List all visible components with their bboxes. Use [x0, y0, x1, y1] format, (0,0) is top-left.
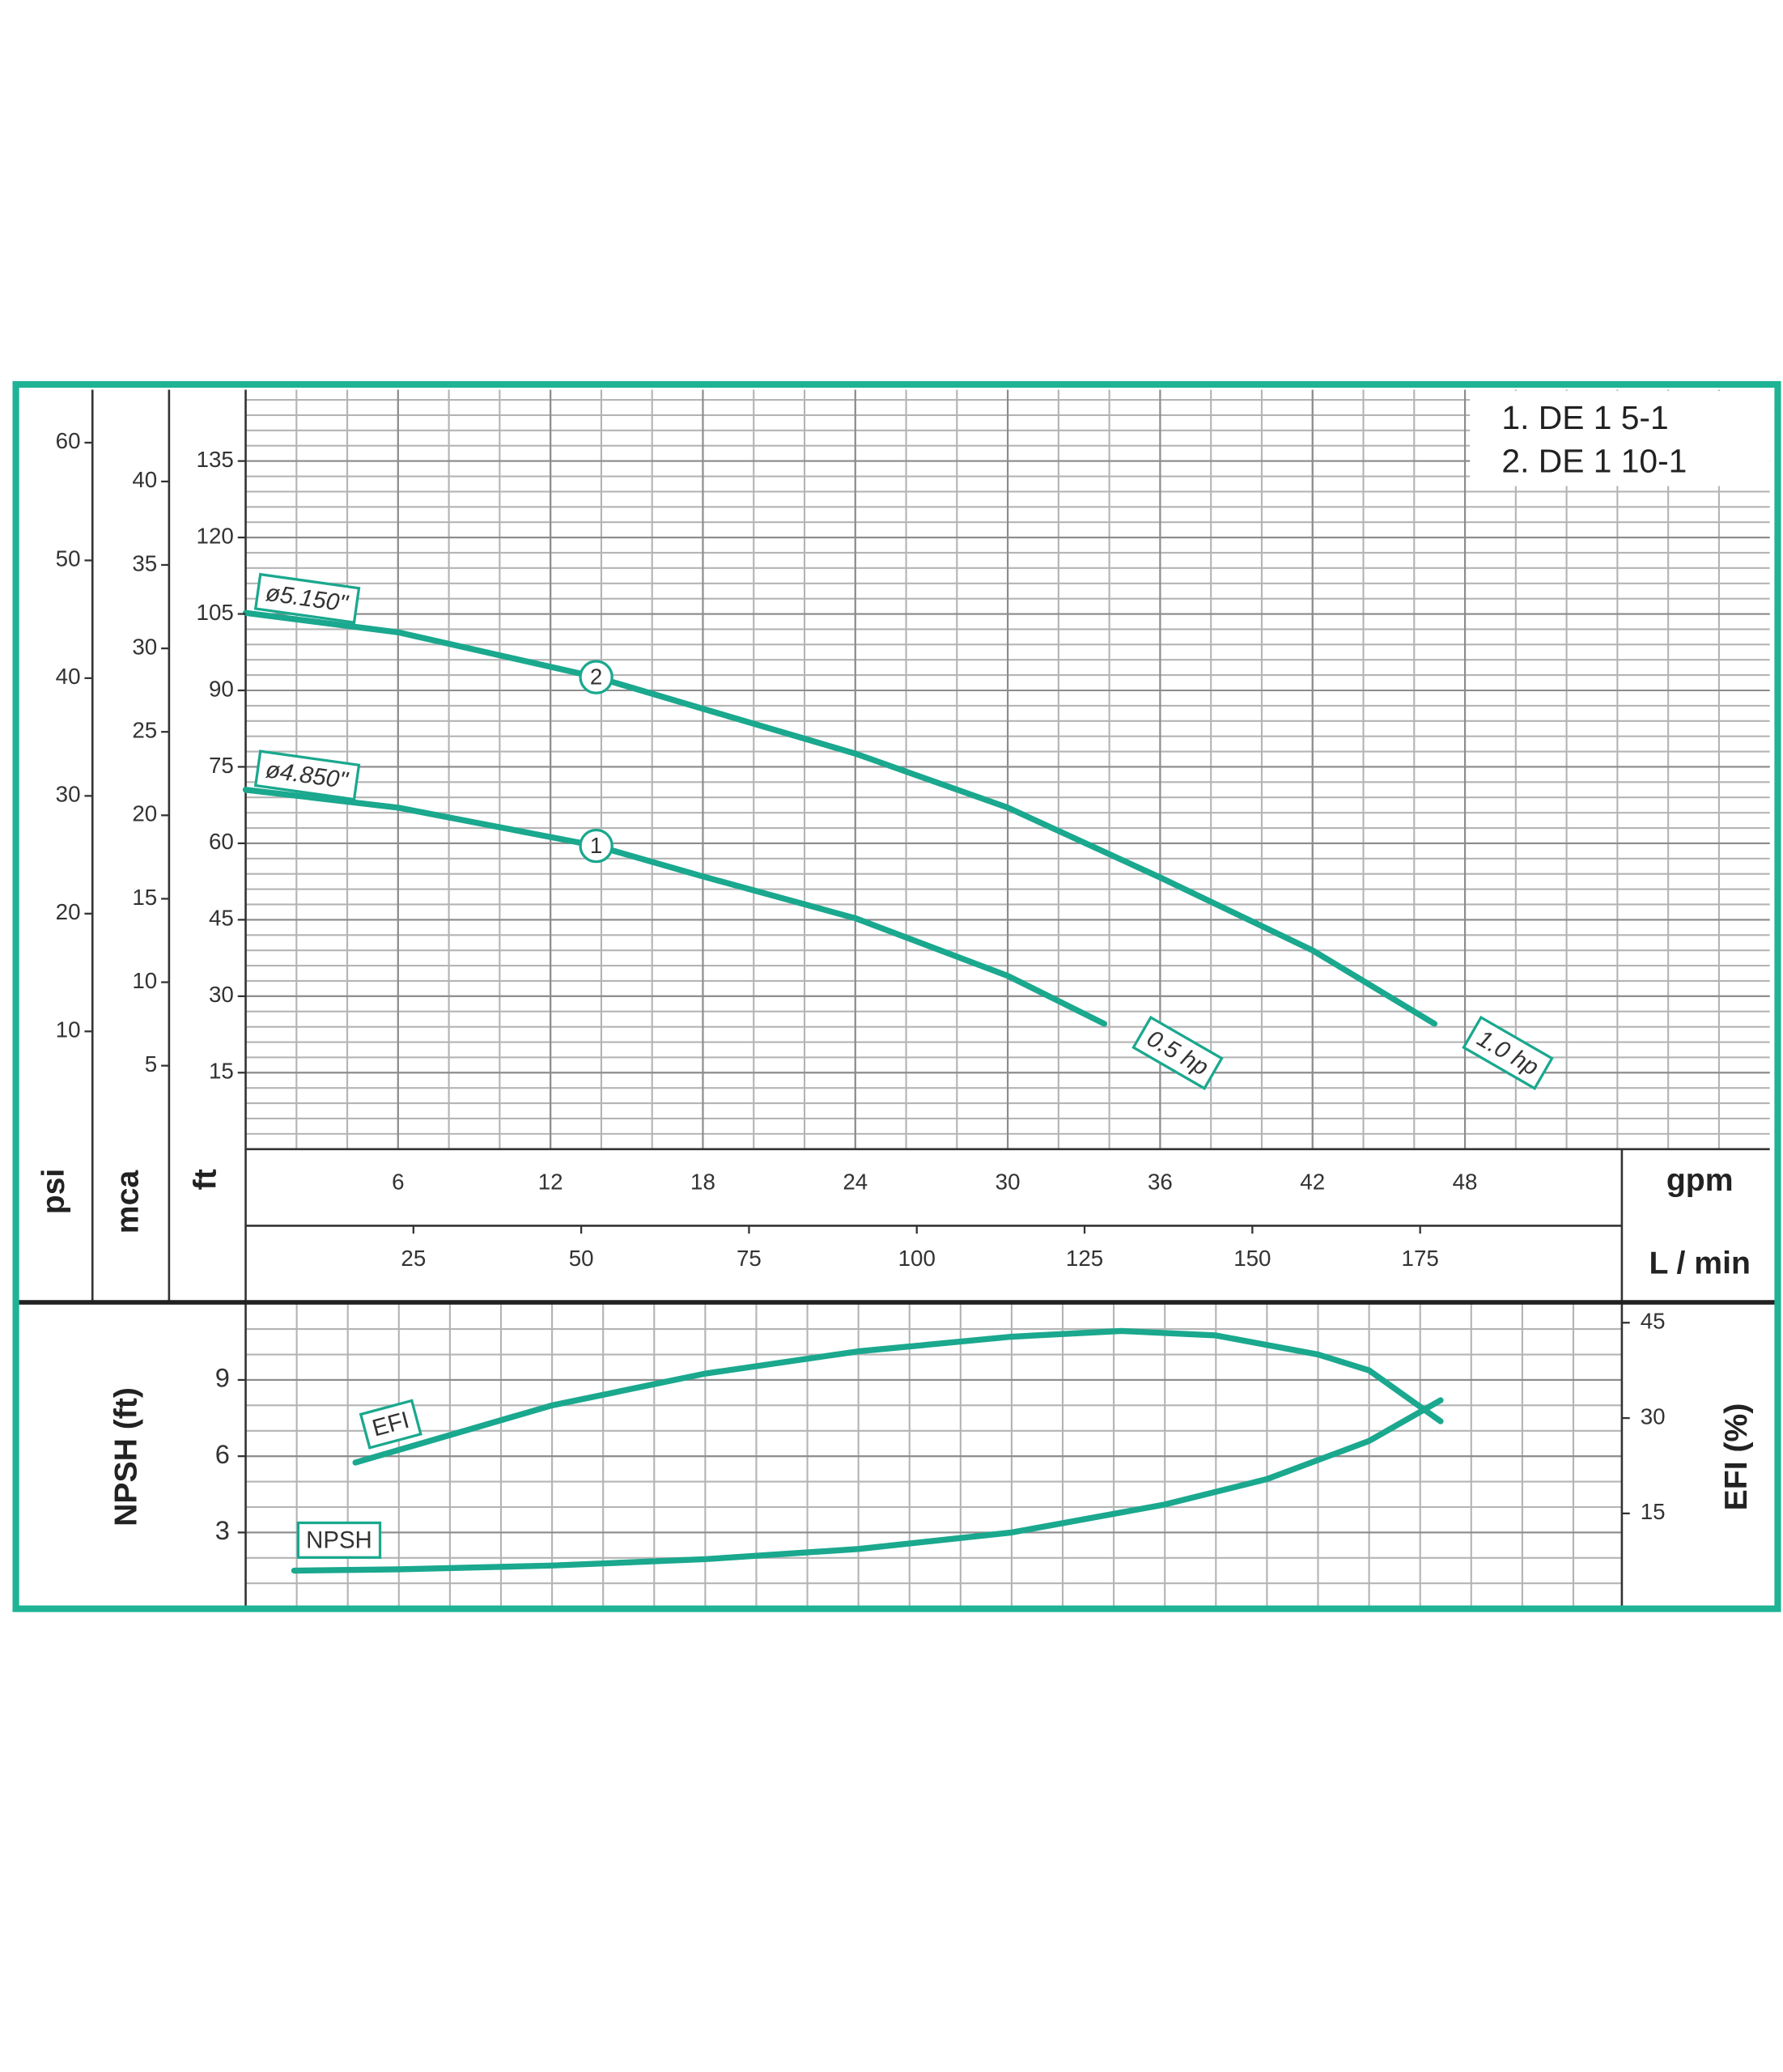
- curve: [242, 609, 1438, 1027]
- mca-tick-label: 35: [132, 550, 157, 575]
- x-axis-title: gpm: [1666, 1163, 1734, 1198]
- curve-marker: [579, 660, 613, 694]
- x2-tick-label: 25: [401, 1246, 426, 1271]
- curve-label: NPSH: [296, 1521, 382, 1559]
- psi-tick-label: 30: [56, 782, 81, 807]
- y-tick-label: 60: [209, 829, 234, 854]
- legend-entry: 2. DE 1 10-1: [1501, 443, 1687, 480]
- x2-tick-label: 75: [737, 1246, 762, 1271]
- y-tick-label: 135: [197, 447, 234, 472]
- x2-tick-label: 150: [1233, 1246, 1271, 1271]
- y2-tick-label: 30: [1641, 1403, 1666, 1429]
- mca-tick-label: 15: [132, 885, 157, 910]
- curve-layer: [242, 609, 1444, 1574]
- y-tick-label: 105: [197, 600, 234, 625]
- npsh-axis-title: NPSH (ft): [109, 1387, 144, 1526]
- x-tick-label: 12: [538, 1170, 563, 1195]
- curve-label: EFI: [359, 1399, 422, 1450]
- y-tick-label: 30: [209, 982, 234, 1007]
- curve-number: 2: [590, 664, 602, 690]
- curve: [291, 1397, 1444, 1574]
- mca-tick-label: 40: [132, 467, 157, 492]
- y2-tick-label: 45: [1641, 1309, 1666, 1334]
- curve-label-box: [1131, 1015, 1224, 1090]
- curve-label: 0.5 hp: [1131, 1015, 1224, 1090]
- psi-tick-label: 10: [56, 1017, 81, 1042]
- psi-axis-title: psi: [36, 1169, 71, 1215]
- curve-label-text: NPSH: [306, 1526, 372, 1553]
- curve: [242, 787, 1108, 1027]
- psi-tick-label: 60: [56, 428, 81, 453]
- mca-tick-label: 30: [132, 634, 157, 659]
- x-tick-label: 18: [690, 1170, 715, 1195]
- psi-tick-label: 40: [56, 664, 81, 689]
- mca-tick-label: 20: [132, 801, 157, 826]
- overlay-layer: 1. DE 1 5-1 2. DE 1 10-1 6 12 18 24 30 36 42 48…: [56, 391, 1770, 1559]
- curve-label: ø5.150": [253, 572, 361, 624]
- curve-label-box: [296, 1521, 382, 1559]
- x2-tick-label: 50: [569, 1246, 594, 1271]
- x2-axis-title: L / min: [1649, 1246, 1750, 1281]
- outer-border: [12, 380, 1781, 1612]
- x-tick-label: 24: [843, 1170, 868, 1195]
- y-tick-label: 90: [209, 676, 234, 701]
- x-tick-label: 30: [996, 1170, 1021, 1195]
- curve-label-box: [253, 749, 361, 801]
- curve-number: 1: [590, 833, 602, 858]
- curve: [352, 1327, 1444, 1466]
- x2-tick-label: 175: [1402, 1246, 1439, 1271]
- curve-label: 1.0 hp: [1462, 1015, 1554, 1090]
- psi-tick-label: 50: [56, 546, 81, 571]
- curve-label-box: [359, 1399, 422, 1450]
- frame-layer: psi mca ft gpm L / min NPSH (ft) EFI (%): [15, 389, 1778, 1609]
- curve-label-box: [1462, 1015, 1554, 1090]
- y-tick-label: 9: [215, 1363, 230, 1393]
- legend-box: [1470, 391, 1770, 486]
- x2-tick-label: 100: [898, 1246, 936, 1271]
- curve-marker: [579, 828, 613, 864]
- mca-tick-label: 5: [145, 1051, 157, 1076]
- y-tick-label: 45: [209, 906, 234, 931]
- x2-tick-label: 125: [1066, 1246, 1103, 1271]
- y2-tick-label: 15: [1641, 1499, 1666, 1524]
- curve-label-box: [253, 572, 361, 624]
- x-tick-label: 48: [1453, 1170, 1478, 1195]
- legend-entry: 1. DE 1 5-1: [1501, 399, 1668, 436]
- mca-tick-label: 25: [132, 718, 157, 743]
- curve-label: ø4.850": [253, 749, 361, 801]
- x-tick-label: 42: [1300, 1170, 1325, 1195]
- y-tick-label: 75: [209, 753, 234, 778]
- x-tick-label: 36: [1148, 1170, 1173, 1195]
- mca-tick-label: 10: [132, 968, 157, 993]
- ft-axis-title: ft: [189, 1169, 223, 1190]
- mca-axis-title: mca: [110, 1170, 145, 1234]
- x-tick-label: 6: [392, 1170, 404, 1195]
- psi-tick-label: 20: [56, 899, 81, 924]
- y-tick-label: 3: [215, 1515, 230, 1545]
- y-tick-label: 15: [209, 1059, 234, 1084]
- y-tick-label: 120: [197, 523, 234, 548]
- efi-axis-title: EFI (%): [1719, 1403, 1754, 1511]
- y-tick-label: 6: [215, 1439, 230, 1469]
